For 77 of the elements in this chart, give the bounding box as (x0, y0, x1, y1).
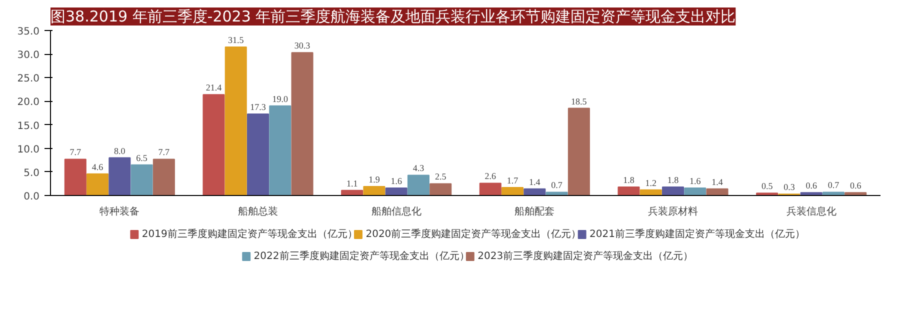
y-tick-label: 15.0 (17, 120, 40, 132)
bar (291, 52, 314, 196)
bar (202, 94, 225, 196)
x-tick-label: 船舶配套 (514, 206, 555, 218)
bar (430, 183, 452, 196)
data-label: 8.0 (114, 146, 126, 156)
bar (800, 192, 822, 196)
bar (822, 192, 844, 196)
bar (546, 192, 568, 196)
bar (130, 164, 153, 196)
data-label: 0.3 (784, 182, 796, 192)
bar (407, 174, 430, 196)
legend-label: 2022前三季度购建固定资产等现金支出（亿元） (254, 250, 470, 262)
data-label: 2.6 (484, 171, 497, 182)
bar (224, 46, 247, 196)
data-label: 21.4 (206, 82, 222, 93)
data-label: 1.6 (690, 176, 702, 186)
data-label: 31.5 (228, 35, 244, 45)
y-tick-label: 20.0 (17, 97, 40, 108)
data-label: 1.8 (667, 175, 680, 186)
data-label: 18.5 (571, 96, 588, 106)
data-label: 1.7 (506, 175, 519, 186)
x-tick-label: 兵装原材料 (648, 206, 698, 218)
legend-label: 2020前三季度购建固定资产等现金支出（亿元） (366, 228, 582, 240)
data-label: 0.7 (551, 180, 563, 190)
bar (64, 158, 86, 196)
bar (618, 186, 640, 196)
data-label: 2.5 (434, 172, 447, 182)
data-label: 1.2 (645, 178, 656, 188)
bar (152, 158, 175, 196)
bar (706, 188, 728, 196)
bar (108, 157, 131, 196)
bar (385, 187, 408, 196)
bar (86, 173, 109, 196)
bar (662, 186, 684, 196)
x-tick-label: 船舶信息化 (371, 206, 422, 218)
data-label: 6.5 (136, 152, 148, 163)
bar (844, 192, 867, 196)
bar (684, 187, 706, 196)
chart-title: 图38.2019 年前三季度-2023 年前三季度航海装备及地面兵装行业各环节购建固定资产等现金支出对比 (50, 8, 736, 26)
data-label: 4.3 (412, 163, 425, 174)
bar (502, 186, 524, 196)
y-tick-label: 35.0 (17, 26, 40, 38)
legend-label: 2019前三季度购建固定资产等现金支出（亿元） (142, 228, 358, 240)
data-label: 0.6 (850, 180, 862, 191)
data-label: 1.9 (368, 174, 380, 185)
data-label: 7.7 (70, 147, 82, 158)
data-label: 19.0 (272, 94, 289, 104)
data-label: 17.3 (250, 102, 266, 112)
y-tick-label: 30.0 (17, 50, 40, 62)
bar (269, 105, 292, 196)
data-label: 7.7 (158, 147, 170, 158)
y-tick-label: 5.0 (24, 168, 40, 179)
data-label: 30.3 (294, 40, 311, 51)
legend-label: 2021前三季度购建固定资产等现金支出（亿元） (590, 228, 805, 240)
data-label: 1.4 (529, 176, 541, 187)
x-tick-label: 兵装信息化 (786, 206, 836, 218)
data-label: 1.8 (623, 175, 635, 186)
data-label: 4.6 (92, 162, 104, 172)
bar (479, 182, 502, 196)
data-label: 0.5 (761, 181, 774, 192)
y-tick-label: 25.0 (17, 74, 40, 85)
bar (640, 189, 662, 196)
data-label: 1.4 (712, 176, 724, 187)
y-tick-label: 0.0 (24, 192, 40, 202)
bar (568, 108, 590, 196)
bar (246, 113, 270, 196)
data-label: 1.1 (346, 178, 358, 188)
y-tick-label: 10.0 (17, 144, 40, 156)
data-label: 1.6 (390, 176, 402, 186)
data-label: 0.7 (828, 180, 840, 190)
x-tick-label: 船舶总装 (238, 206, 278, 218)
legend-label: 2023前三季度购建固定资产等现金支出（亿元） (478, 250, 694, 262)
bar (524, 188, 546, 196)
bar (363, 186, 386, 196)
x-tick-label: 特种装备 (100, 206, 140, 218)
data-label: 0.6 (806, 180, 818, 191)
